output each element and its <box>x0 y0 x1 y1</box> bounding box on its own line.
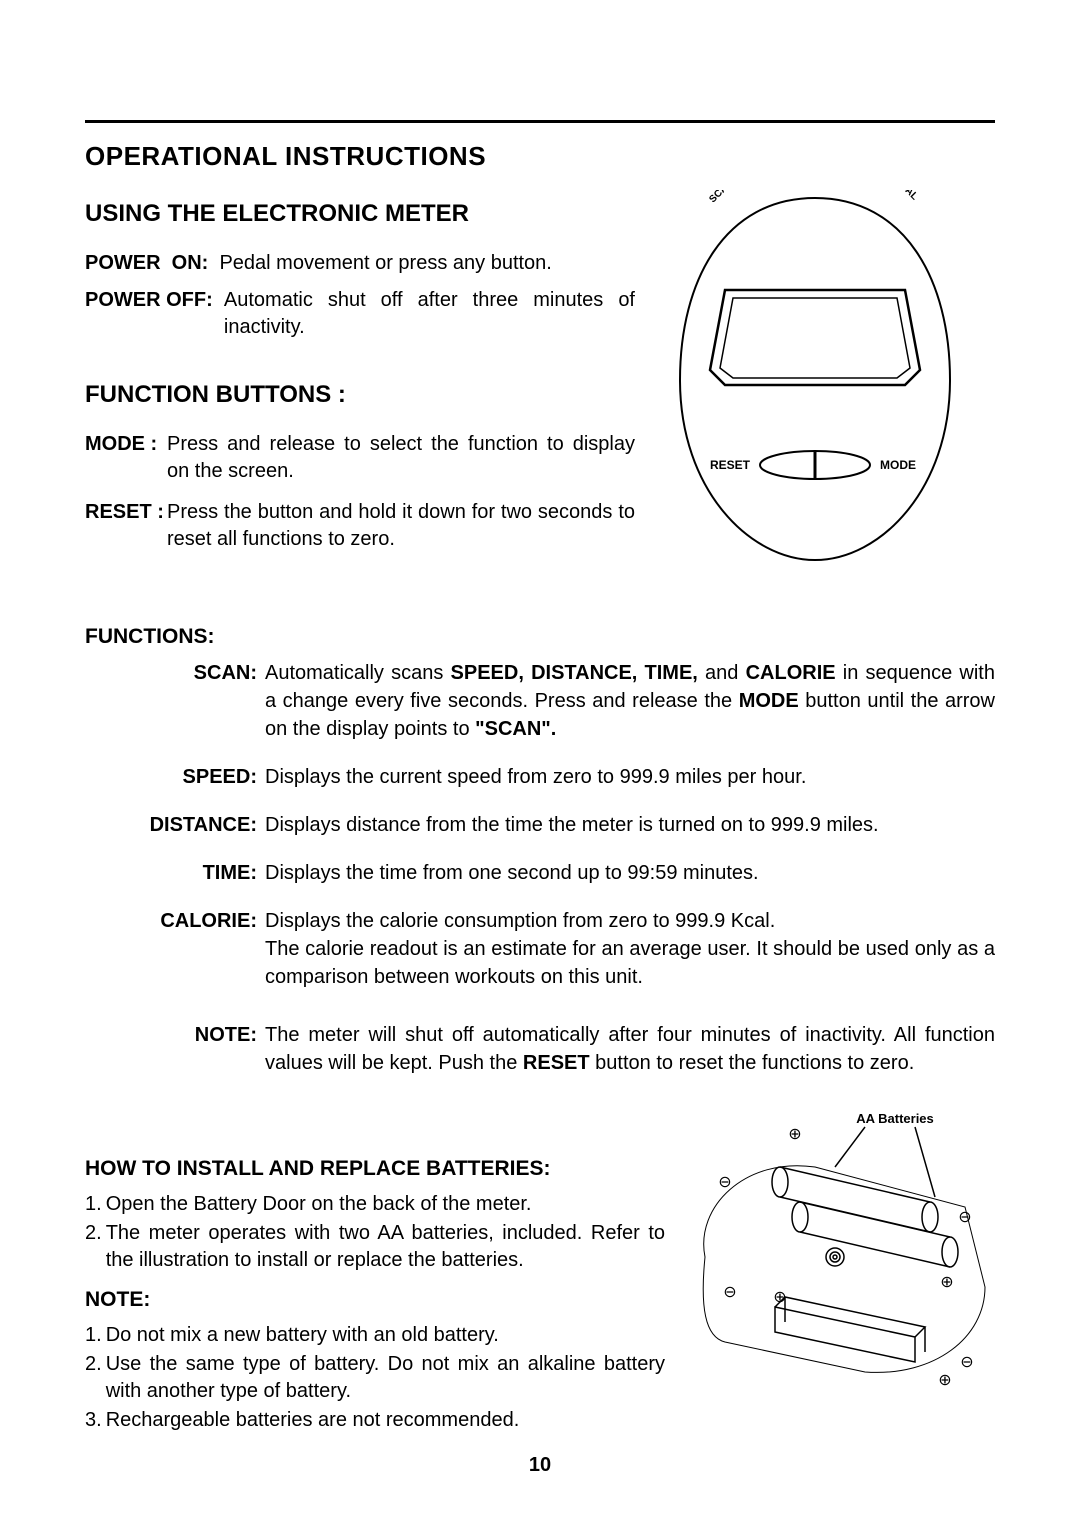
power-off-row: POWER OFF: Automatic shut off after thre… <box>85 287 635 341</box>
heading-using-meter: USING THE ELECTRONIC METER <box>85 200 635 228</box>
svg-text:⊖: ⊖ <box>723 1284 736 1301</box>
svg-text:⊖: ⊖ <box>718 1174 731 1191</box>
reset-text: Press the button and hold it down for tw… <box>167 499 635 553</box>
scan-b1: SPEED, DISTANCE, TIME, <box>451 662 698 684</box>
list-item-text: Do not mix a new battery with an old bat… <box>106 1322 499 1349</box>
mode-text: Press and release to select the function… <box>167 431 635 485</box>
meter-reset-label: RESET <box>710 458 751 472</box>
mode-label: MODE : <box>85 431 167 485</box>
distance-text: Displays distance from the time the mete… <box>265 811 995 839</box>
meter-svg: SCANSPEEDDISTTIMECAL RESET MODE <box>665 190 965 570</box>
scan-pre: Automatically scans <box>265 662 451 684</box>
heading-functions: FUNCTIONS: <box>85 625 995 649</box>
list-item-text: Open the Battery Door on the back of the… <box>106 1191 532 1218</box>
horizontal-rule <box>85 120 995 123</box>
page-number: 10 <box>0 1454 1080 1477</box>
note-label: NOTE: <box>85 1021 265 1077</box>
scan-label: SCAN: <box>85 659 265 743</box>
meter-mode-label: MODE <box>880 458 916 472</box>
battery-left: HOW TO INSTALL AND REPLACE BATTERIES: Op… <box>85 1137 665 1436</box>
list-item: Open the Battery Door on the back of the… <box>85 1191 665 1218</box>
scan-m1: and <box>698 662 746 684</box>
speed-row: SPEED: Displays the current speed from z… <box>85 763 995 791</box>
battery-notes-list: Do not mix a new battery with an old bat… <box>85 1322 665 1434</box>
time-label: TIME: <box>85 859 265 887</box>
battery-svg: AA Batteries <box>685 1107 995 1387</box>
distance-label: DISTANCE: <box>85 811 265 839</box>
power-on-label: POWER ON: <box>85 250 219 277</box>
speed-text: Displays the current speed from zero to … <box>265 763 995 791</box>
meter-arc-label: CAL <box>898 190 920 202</box>
scan-b4: "SCAN". <box>475 718 556 740</box>
power-on-row: POWER ON: Pedal movement or press any bu… <box>85 250 635 277</box>
power-off-label: POWER OFF: <box>85 287 224 341</box>
reset-label: RESET : <box>85 499 167 553</box>
battery-title: AA Batteries <box>856 1111 934 1126</box>
power-on-text: Pedal movement or press any button. <box>219 250 635 277</box>
power-off-text: Automatic shut off after three minutes o… <box>224 287 635 341</box>
scan-text: Automatically scans SPEED, DISTANCE, TIM… <box>265 659 995 743</box>
heading-note: NOTE: <box>85 1288 665 1312</box>
reset-row: RESET : Press the button and hold it dow… <box>85 499 635 553</box>
battery-figure: AA Batteries <box>685 1107 995 1392</box>
speed-label: SPEED: <box>85 763 265 791</box>
note-post: button to reset the functions to zero. <box>590 1052 915 1074</box>
list-item: Rechargeable batteries are not recommend… <box>85 1407 665 1434</box>
svg-text:⊕: ⊕ <box>938 1372 951 1387</box>
svg-text:⊖: ⊖ <box>958 1209 971 1226</box>
mode-row: MODE : Press and release to select the f… <box>85 431 635 485</box>
svg-text:⊕: ⊕ <box>940 1274 953 1291</box>
list-item: Use the same type of battery. Do not mix… <box>85 1351 665 1405</box>
list-item: The meter operates with two AA batteries… <box>85 1220 665 1274</box>
note-bold: RESET <box>523 1052 590 1074</box>
left-column: USING THE ELECTRONIC METER POWER ON: Ped… <box>85 200 635 567</box>
list-item-text: Rechargeable batteries are not recommend… <box>106 1407 520 1434</box>
scan-b3: MODE <box>739 690 799 712</box>
scan-row: SCAN: Automatically scans SPEED, DISTANC… <box>85 659 995 743</box>
battery-block: HOW TO INSTALL AND REPLACE BATTERIES: Op… <box>85 1137 995 1436</box>
top-block: USING THE ELECTRONIC METER POWER ON: Ped… <box>85 200 995 575</box>
heading-operational: OPERATIONAL INSTRUCTIONS <box>85 141 995 172</box>
functions-block: FUNCTIONS: SCAN: Automatically scans SPE… <box>85 625 995 1077</box>
time-text: Displays the time from one second up to … <box>265 859 995 887</box>
distance-row: DISTANCE: Displays distance from the tim… <box>85 811 995 839</box>
meter-figure: SCANSPEEDDISTTIMECAL RESET MODE <box>665 190 995 575</box>
calorie-label: CALORIE: <box>85 907 265 991</box>
meter-arc-label: SCAN <box>707 190 735 205</box>
list-item: Do not mix a new battery with an old bat… <box>85 1322 665 1349</box>
svg-text:⊖: ⊖ <box>960 1354 973 1371</box>
calorie-row: CALORIE: Displays the calorie consumptio… <box>85 907 995 991</box>
note-text: The meter will shut off automatically af… <box>265 1021 995 1077</box>
battery-install-list: Open the Battery Door on the back of the… <box>85 1191 665 1274</box>
heading-batteries: HOW TO INSTALL AND REPLACE BATTERIES: <box>85 1157 665 1181</box>
svg-text:⊕: ⊕ <box>773 1289 786 1306</box>
scan-b2: CALORIE <box>746 662 836 684</box>
time-row: TIME: Displays the time from one second … <box>85 859 995 887</box>
calorie-text: Displays the calorie consumption from ze… <box>265 907 995 991</box>
list-item-text: Use the same type of battery. Do not mix… <box>106 1351 665 1405</box>
list-item-text: The meter operates with two AA batteries… <box>106 1220 665 1274</box>
heading-function-buttons: FUNCTION BUTTONS : <box>85 381 635 409</box>
note-row: NOTE: The meter will shut off automatica… <box>85 1021 995 1077</box>
svg-text:⊕: ⊕ <box>788 1126 801 1143</box>
